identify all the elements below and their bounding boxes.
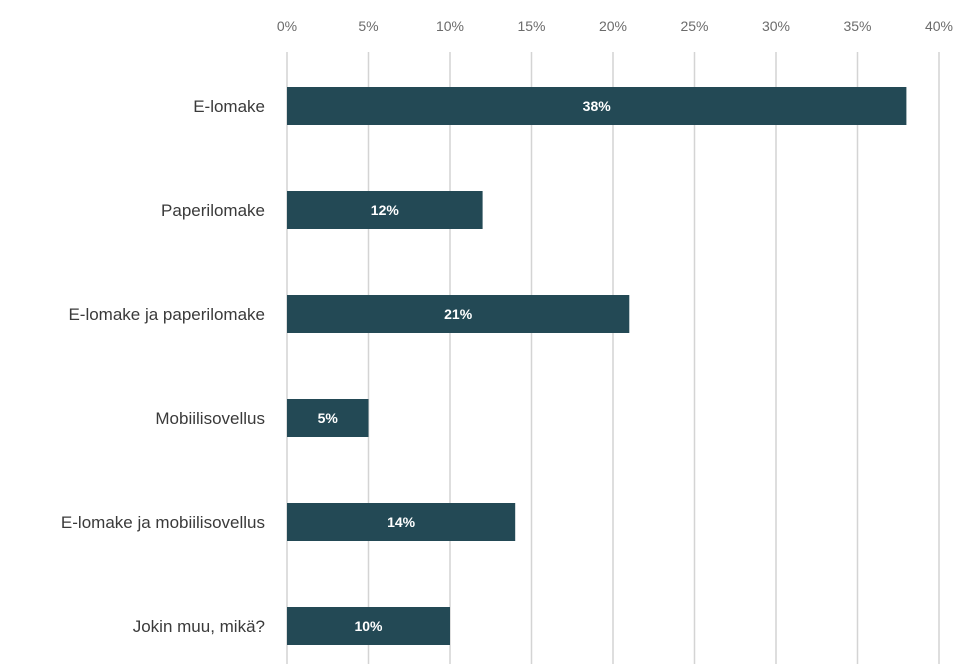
category-label: Jokin muu, mikä? <box>133 617 265 636</box>
x-tick-label: 5% <box>358 18 378 34</box>
category-label: E-lomake ja mobiilisovellus <box>61 513 265 532</box>
category-label: E-lomake <box>193 97 265 116</box>
bars: 38% 12% 21% 5% 14% 10% <box>287 87 907 645</box>
x-tick-label: 25% <box>680 18 708 34</box>
x-tick-label: 10% <box>436 18 464 34</box>
category-label: Paperilomake <box>161 201 265 220</box>
category-label: E-lomake ja paperilomake <box>68 305 265 324</box>
bar <box>287 503 516 541</box>
bar-data-label: 12% <box>371 202 400 218</box>
x-tick-label: 40% <box>925 18 953 34</box>
bar <box>287 399 369 437</box>
x-tick-label: 15% <box>517 18 545 34</box>
bar <box>287 607 450 645</box>
x-tick-label: 20% <box>599 18 627 34</box>
bar-data-label: 5% <box>318 410 339 426</box>
bar <box>287 191 483 229</box>
bar-data-label: 10% <box>354 618 383 634</box>
x-tick-label: 30% <box>762 18 790 34</box>
gridlines <box>286 52 940 664</box>
bar-data-label: 21% <box>444 306 473 322</box>
bar-data-label: 38% <box>583 98 612 114</box>
x-tick-label: 0% <box>277 18 297 34</box>
x-axis-ticks: 0% 5% 10% 15% 20% 25% 30% 35% 40% <box>277 18 953 34</box>
bar-data-label: 14% <box>387 514 416 530</box>
bar <box>287 295 630 333</box>
category-labels: E-lomake Paperilomake E-lomake ja paperilo… <box>61 97 265 636</box>
category-label: Mobiilisovellus <box>155 409 265 428</box>
bar <box>287 87 907 125</box>
x-tick-label: 35% <box>843 18 871 34</box>
